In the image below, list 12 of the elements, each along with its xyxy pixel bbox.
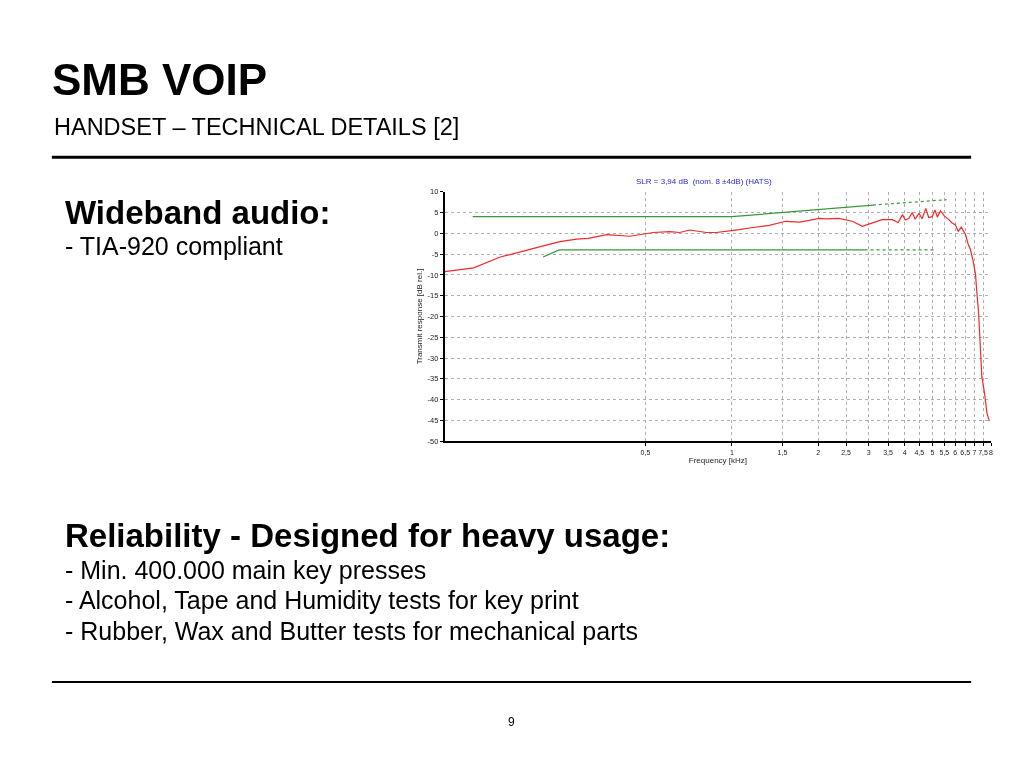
x-axis-title: Frequency [kHz] xyxy=(688,455,748,465)
chart-title: SMB VOIP xyxy=(52,55,268,105)
text: - Rubber, Wax and Butter tests for mechanical parts xyxy=(65,617,638,645)
text: - Alcohol, Tape and Humidity tests for key print xyxy=(65,586,579,614)
text: 9 xyxy=(508,715,515,729)
y-axis-title: Transmit response [dB rel.] xyxy=(414,268,424,365)
text: Reliability - Designed for heavy usage: xyxy=(65,517,671,554)
text: - TIA-920 compliant xyxy=(65,232,283,260)
text: Wideband audio: xyxy=(65,194,331,231)
text: HANDSET – TECHNICAL DETAILS [2] xyxy=(54,114,460,140)
text: SLR = 3,94 dB (nom. 8 ±4dB) (HATS) xyxy=(636,177,772,186)
text: - Min. 400.000 main key presses xyxy=(65,556,427,584)
